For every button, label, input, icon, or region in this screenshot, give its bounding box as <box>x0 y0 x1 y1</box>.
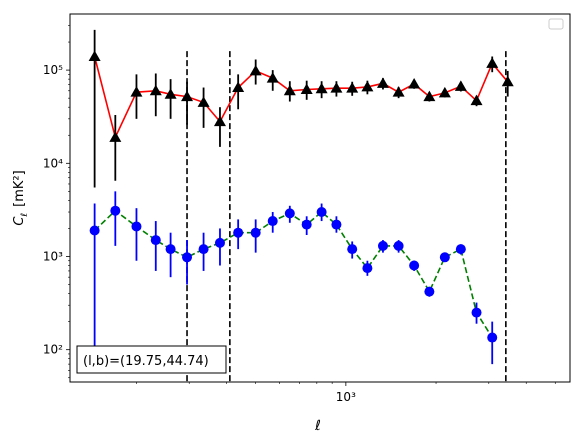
data-point-circle <box>89 225 100 236</box>
data-point-circle <box>487 332 498 343</box>
y-axis-label: Cℓ [mK²] <box>12 170 30 225</box>
data-point-triangle <box>486 57 499 68</box>
major-ticks: 10² 10³ 10⁴ 10⁵ 10³ <box>43 63 356 404</box>
data-point-triangle <box>438 86 451 98</box>
data-point-circle <box>198 244 209 255</box>
y-tick-label: 10⁵ <box>43 63 63 77</box>
y-tick-label: 10² <box>43 343 63 357</box>
data-point-triangle <box>266 72 279 83</box>
data-point-triangle <box>109 131 122 142</box>
data-point-circle <box>377 240 388 251</box>
annotation-text: (l,b)=(19.75,44.74) <box>83 354 209 369</box>
data-point-triangle <box>232 81 245 93</box>
y-axis-label-unit: [mK²] <box>12 170 27 207</box>
x-tick-label: 10³ <box>336 390 356 404</box>
data-point-circle <box>110 205 121 216</box>
data-point-circle <box>182 252 193 263</box>
data-point-triangle <box>330 82 343 93</box>
data-point-triangle <box>197 96 210 107</box>
data-point-circle <box>471 307 482 318</box>
plot-frame <box>69 13 571 383</box>
data-point-circle <box>439 252 450 263</box>
plot-area <box>70 14 570 382</box>
data-point-triangle <box>315 82 328 94</box>
y-axis-label-main: C <box>12 216 27 226</box>
data-point-triangle <box>408 77 421 89</box>
data-point-triangle <box>213 115 226 127</box>
data-point-circle <box>131 221 142 232</box>
data-point-circle <box>409 260 420 271</box>
data-point-circle <box>362 263 373 274</box>
data-point-circle <box>316 207 327 218</box>
annotation-frame <box>76 345 227 374</box>
data-point-circle <box>301 219 312 230</box>
data-point-circle <box>331 219 342 230</box>
data-point-triangle <box>392 86 405 97</box>
series-1 <box>89 191 498 365</box>
data-point-circle <box>150 235 161 246</box>
data-point-circle <box>347 244 358 255</box>
y-axis-label-sub: ℓ <box>20 213 30 218</box>
x-axis-label: ℓ <box>314 418 321 434</box>
data-point-triangle <box>376 77 389 88</box>
data-point-triangle <box>501 75 514 87</box>
data-point-triangle <box>300 83 313 94</box>
data-point-triangle <box>283 84 296 96</box>
annotation-box: (l,b)=(19.75,44.74) <box>76 345 227 374</box>
y-tick-label: 10⁴ <box>43 156 63 170</box>
data-point-circle <box>214 237 225 248</box>
data-point-triangle <box>88 50 101 61</box>
data-point-triangle <box>164 88 177 99</box>
y-tick-label: 10³ <box>43 249 63 263</box>
data-point-triangle <box>181 90 194 102</box>
data-point-circle <box>284 208 295 219</box>
legend-box <box>548 18 564 30</box>
data-point-circle <box>165 244 176 255</box>
data-point-circle <box>393 240 404 251</box>
data-point-triangle <box>346 82 359 93</box>
data-point-circle <box>424 286 435 297</box>
series-layer <box>88 29 514 365</box>
data-point-circle <box>233 227 244 238</box>
svg-text:Cℓ[mK²]: Cℓ [mK²] <box>12 170 30 225</box>
data-point-circle <box>250 227 261 238</box>
data-point-triangle <box>149 84 162 96</box>
data-point-triangle <box>423 90 436 102</box>
data-point-triangle <box>130 86 143 97</box>
data-point-triangle <box>470 94 483 106</box>
series-0 <box>88 29 514 188</box>
data-point-triangle <box>249 64 262 76</box>
data-point-triangle <box>454 80 467 91</box>
data-point-circle <box>267 216 278 227</box>
data-point-triangle <box>361 80 374 92</box>
data-point-circle <box>455 244 466 255</box>
